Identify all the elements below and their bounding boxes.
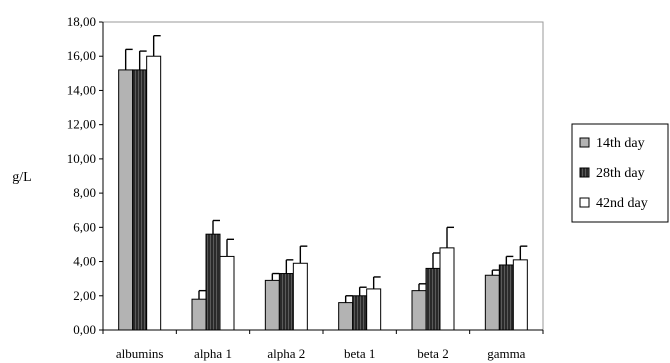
bar: [512, 259, 528, 331]
legend-label: 28th day: [596, 166, 645, 181]
y-tick-label: 2,00: [73, 288, 96, 303]
bar: [338, 302, 354, 331]
y-axis-label: g/L: [12, 170, 31, 185]
y-tick-label: 12,00: [67, 117, 96, 132]
y-tick-label: 4,00: [73, 254, 96, 269]
bar: [132, 69, 148, 331]
legend-swatch: [579, 137, 590, 148]
bar: [191, 298, 207, 331]
bar: [484, 274, 500, 331]
bar: [352, 295, 368, 331]
y-tick-label: 10,00: [67, 151, 96, 166]
bar: [411, 290, 427, 331]
x-category-label: beta 1: [344, 346, 375, 361]
y-axis: 0,00 2,00 4,00 6,00 8,00 10,00 12,00 14,00 16,00…: [67, 14, 103, 337]
legend-swatch: [579, 197, 590, 208]
bar: [264, 279, 280, 331]
y-tick-label: 6,00: [73, 219, 96, 234]
bar: [146, 55, 162, 331]
y-tick-label: 14,00: [67, 82, 96, 97]
y-tick-label: 8,00: [73, 185, 96, 200]
plot-frame: [102, 21, 544, 331]
bar: [205, 233, 221, 331]
bar: [118, 69, 134, 331]
bar: [278, 273, 294, 331]
bar: [425, 267, 441, 331]
x-category-label: alpha 2: [267, 346, 305, 361]
y-tick-label: 18,00: [67, 14, 96, 29]
x-category-label: beta 2: [417, 346, 448, 361]
legend-label: 42nd day: [596, 196, 648, 211]
bar: [219, 255, 235, 331]
bar: [292, 262, 308, 331]
bar: [366, 288, 382, 331]
x-axis: albumins alpha 1 alpha 2 beta 1 beta 2 gamma: [102, 330, 544, 361]
x-category-label: albumins: [116, 346, 164, 361]
legend-label: 14th day: [596, 136, 645, 151]
bar: [498, 264, 514, 331]
x-category-label: alpha 1: [194, 346, 232, 361]
plot-area: [102, 21, 544, 331]
x-category-label: gamma: [487, 346, 525, 361]
y-tick-label: 0,00: [73, 322, 96, 337]
legend-swatch: [579, 167, 590, 178]
legend: 14th day 28th day 42nd day: [571, 123, 669, 223]
y-tick-label: 16,00: [67, 48, 96, 63]
bar: [439, 247, 455, 331]
